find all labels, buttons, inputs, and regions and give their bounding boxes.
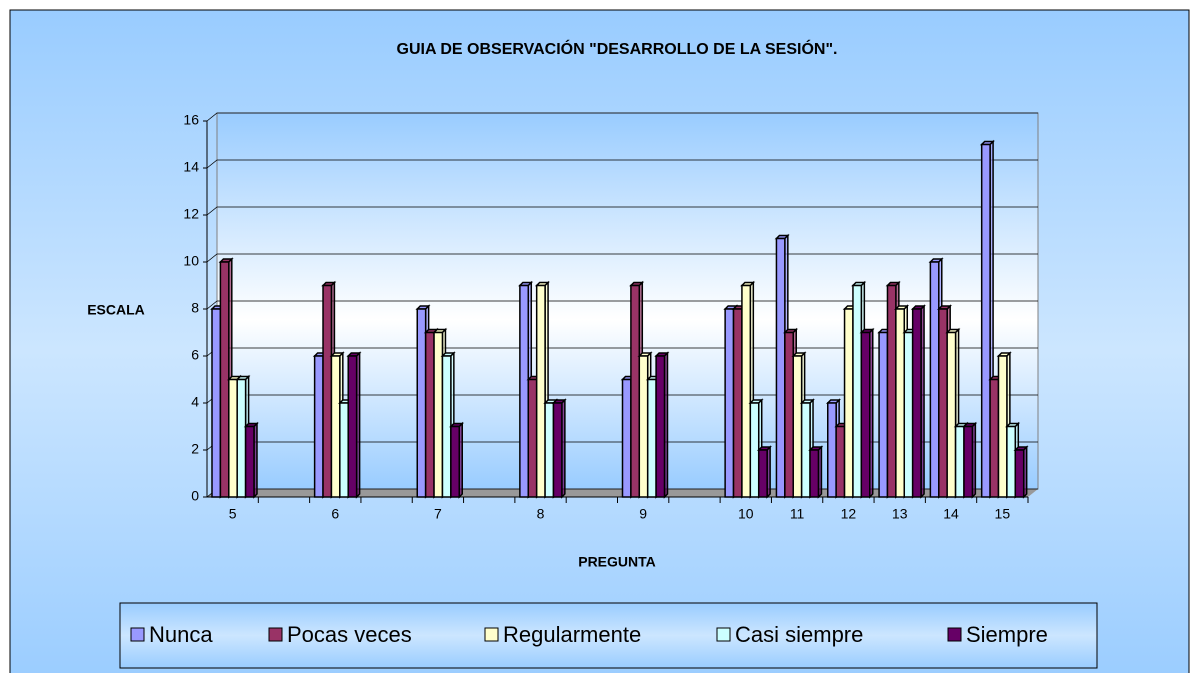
- bar: [638, 355, 649, 498]
- bar: [827, 402, 837, 498]
- grid-line: [206, 300, 1038, 310]
- x-tick-label: 11: [790, 506, 805, 522]
- y-tick-label: 10: [183, 253, 199, 269]
- bar: [792, 355, 803, 498]
- y-tick-label: 16: [183, 112, 199, 128]
- bar: [784, 331, 794, 498]
- bar: [655, 355, 666, 498]
- bar: [800, 402, 811, 498]
- bar: [630, 284, 641, 498]
- bar: [450, 425, 461, 498]
- bar: [330, 355, 341, 498]
- bar: [903, 331, 914, 498]
- legend-swatch: [716, 627, 731, 642]
- bar: [339, 402, 349, 498]
- bar: [535, 284, 546, 498]
- bar: [552, 402, 563, 498]
- x-tick-label: 5: [229, 506, 237, 522]
- legend-label: Pocas veces: [287, 622, 412, 647]
- bar: [544, 402, 555, 498]
- x-tick-label: 8: [537, 506, 545, 522]
- y-tick-label: 12: [183, 206, 199, 222]
- x-tick-label: 13: [892, 506, 908, 522]
- bar: [1006, 425, 1017, 498]
- x-axis-label: PREGUNTA: [578, 554, 656, 570]
- bar: [441, 355, 452, 498]
- grid-line: [206, 253, 1038, 263]
- bar: [963, 425, 974, 498]
- bar: [989, 378, 1000, 498]
- y-tick-label: 0: [191, 488, 199, 504]
- bar: [1014, 449, 1025, 498]
- x-tick-label: 7: [434, 506, 442, 522]
- bar: [860, 331, 871, 498]
- x-tick-label: 9: [639, 506, 647, 522]
- bar: [809, 449, 820, 498]
- y-tick-label: 14: [183, 159, 199, 175]
- legend-label: Casi siempre: [735, 622, 863, 647]
- y-tick-label: 4: [191, 394, 199, 410]
- bar: [878, 331, 889, 498]
- bar: [852, 284, 863, 498]
- bar: [236, 378, 247, 498]
- x-tick-label: 12: [841, 506, 857, 522]
- legend-swatch: [947, 627, 962, 642]
- bar: [938, 308, 948, 498]
- y-tick-label: 2: [191, 441, 199, 457]
- bar: [527, 378, 538, 498]
- bar: [519, 284, 530, 498]
- bar: [946, 331, 957, 498]
- bar: [997, 355, 1008, 498]
- legend-label: Siempre: [966, 622, 1048, 647]
- bar: [886, 284, 897, 498]
- grid-line: [206, 112, 1038, 122]
- bar: [775, 237, 786, 498]
- bar: [416, 308, 427, 498]
- bar: [843, 308, 854, 498]
- bar: [211, 308, 222, 498]
- bar: [347, 355, 358, 498]
- bar: [424, 331, 435, 498]
- bar: [724, 308, 735, 498]
- grid-line: [206, 159, 1038, 169]
- legend: [119, 602, 1098, 669]
- bar: [732, 308, 743, 498]
- x-tick-label: 6: [331, 506, 339, 522]
- legend-label: Regularmente: [503, 622, 641, 647]
- x-tick-label: 10: [738, 506, 754, 522]
- y-axis-label: ESCALA: [87, 302, 145, 318]
- bar: [219, 261, 230, 498]
- grid-line: [206, 206, 1038, 216]
- legend-swatch: [268, 627, 283, 642]
- chart-title: GUIA DE OBSERVACIÓN "DESARROLLO DE LA SE…: [397, 39, 838, 58]
- legend-swatch: [484, 627, 499, 642]
- legend-swatch: [130, 627, 145, 642]
- bar: [433, 331, 444, 498]
- bar: [741, 284, 752, 498]
- bar: [757, 449, 768, 498]
- x-tick-label: 14: [943, 506, 959, 522]
- legend-label: Nunca: [149, 622, 213, 647]
- bar: [895, 308, 906, 498]
- bar: [621, 378, 632, 498]
- bar: [646, 378, 657, 498]
- y-tick-label: 6: [191, 347, 199, 363]
- bar: [322, 284, 333, 498]
- bar: [980, 143, 991, 498]
- bar: [835, 425, 846, 498]
- bar: [228, 378, 238, 498]
- bar: [313, 355, 324, 498]
- bar: [749, 402, 760, 498]
- bar: [244, 425, 255, 498]
- y-tick-label: 8: [191, 300, 199, 316]
- bar: [954, 425, 965, 498]
- bar: [911, 308, 922, 498]
- x-tick-label: 15: [995, 506, 1011, 522]
- bar: [929, 261, 940, 498]
